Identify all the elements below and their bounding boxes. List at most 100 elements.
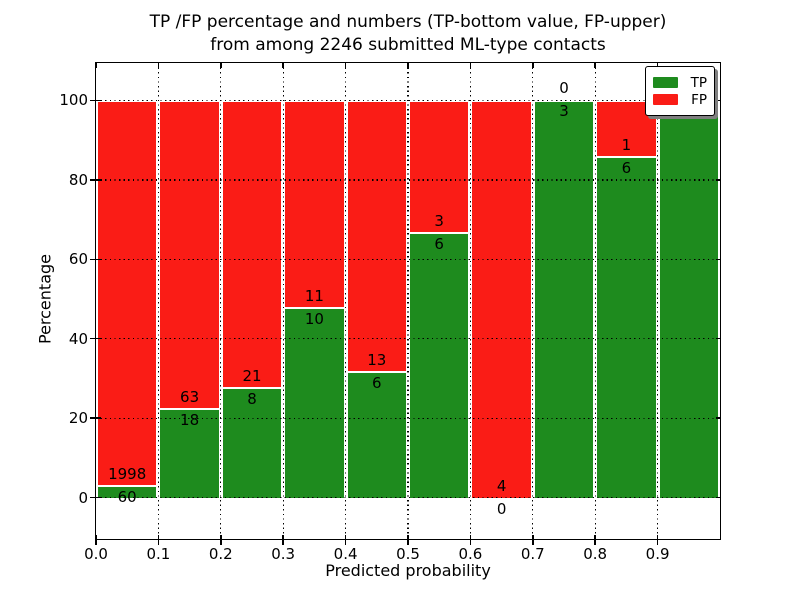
bar-0.9-1: [657, 100, 720, 498]
x-tick-mark-top: [532, 63, 534, 68]
x-tick-mark-top: [220, 63, 222, 68]
gridline-vertical: [594, 63, 596, 539]
x-tick-label: 0.2: [208, 545, 233, 563]
y-tick-mark: [90, 99, 101, 102]
bar-label-tp: 6: [434, 234, 444, 253]
bar-0.3-0.4: [283, 100, 346, 498]
gridline-vertical: [407, 63, 409, 539]
x-tick-mark-top: [656, 63, 659, 68]
bar-0.6-0.7: [470, 100, 533, 498]
gridline-vertical: [344, 63, 347, 539]
bar-segment-fp: [158, 100, 221, 410]
x-tick-mark-top: [157, 63, 160, 68]
bar-label-fp: 1: [621, 136, 632, 155]
gridline-vertical: [656, 63, 659, 539]
y-tick-mark-right: [715, 337, 720, 340]
x-tick-mark: [344, 534, 347, 545]
bar-label-fp: 63: [180, 388, 200, 407]
bar-label-tp: 6: [621, 159, 632, 178]
bar-edge: [657, 100, 720, 498]
y-tick-label: 80: [68, 170, 88, 189]
bar-label-tp: 0: [496, 499, 507, 518]
bar-segment-tp: [657, 100, 720, 498]
bar-segment-tp: [595, 157, 658, 498]
legend: TP FP: [645, 66, 715, 116]
y-tick-mark-right: [715, 417, 720, 419]
bar-segment-tp: [220, 388, 284, 498]
x-tick-label: 0.0: [84, 545, 108, 563]
y-tick-mark-right: [715, 496, 720, 499]
bar-segment-fp: [96, 100, 159, 487]
bar-segment-fp: [220, 100, 284, 389]
bar-edge: [220, 100, 284, 498]
bar-label-tp: 6: [372, 374, 382, 393]
bar-edge: [345, 100, 408, 498]
x-tick-mark: [469, 534, 472, 545]
bar-label-tp: 10: [304, 310, 324, 329]
x-tick-mark: [282, 534, 284, 545]
legend-swatch-fp: [653, 94, 678, 105]
bar-segment-tp: [283, 308, 346, 498]
bar-tp-fp-boundary: [158, 408, 221, 411]
x-tick-mark: [95, 534, 97, 545]
y-tick-mark: [90, 337, 101, 340]
x-tick-mark-top: [95, 63, 97, 68]
bar-segment-tp: [158, 409, 221, 498]
y-tick-mark: [90, 417, 101, 419]
bar-segment-tp: [408, 232, 471, 498]
bar-tp-fp-boundary: [220, 387, 284, 390]
gridline-vertical: [532, 63, 534, 539]
bar-label-fp: 13: [367, 351, 387, 370]
gridline-vertical: [157, 63, 160, 539]
bar-label-fp: 4: [496, 476, 507, 495]
x-tick-label: 0.1: [146, 545, 171, 563]
gridline-vertical: [220, 63, 222, 539]
bar-label-tp: 18: [180, 411, 200, 430]
bar-tp-fp-boundary: [595, 156, 658, 159]
bar-0.4-0.5: [345, 100, 408, 498]
bar-edge: [532, 100, 596, 498]
bar-0.5-0.6: [408, 100, 471, 498]
y-tick-label: 60: [68, 250, 88, 269]
legend-label: FP: [691, 91, 707, 108]
bar-tp-fp-boundary: [283, 307, 346, 310]
y-tick-mark-right: [715, 179, 720, 181]
x-tick-mark-top: [469, 63, 472, 68]
x-tick-label: 0.8: [583, 545, 608, 563]
bar-label-fp: 0: [559, 79, 569, 98]
y-tick-mark: [90, 258, 101, 261]
y-tick-mark: [90, 179, 101, 181]
x-tick-label: 0.3: [271, 545, 296, 563]
y-tick-mark: [90, 496, 101, 499]
x-tick-mark: [594, 534, 596, 545]
bar-0.7-0.8: [532, 100, 596, 498]
bar-label-tp: 60: [117, 488, 137, 507]
bar-label-fp: 3: [434, 211, 444, 230]
y-tick-mark-right: [715, 99, 720, 102]
y-tick-label: 40: [68, 329, 88, 348]
legend-label: TP: [690, 74, 707, 91]
x-tick-mark: [532, 534, 534, 545]
x-tick-mark: [157, 534, 160, 545]
bar-edge: [158, 100, 221, 498]
bar-0.8-0.9: [595, 100, 658, 498]
bar-segment-tp: [345, 372, 408, 498]
bar-edge: [470, 100, 533, 498]
gridline-vertical: [282, 63, 284, 539]
x-tick-label: 0.4: [333, 545, 358, 563]
x-tick-mark-top: [282, 63, 284, 68]
bar-label-fp: 11: [304, 287, 324, 306]
bar-0.2-0.3: [220, 100, 284, 498]
y-tick-label: 100: [59, 91, 88, 110]
bar-edge: [96, 100, 159, 498]
legend-item-fp: FP: [653, 92, 707, 107]
bar-segment-tp: [96, 486, 159, 498]
y-tick-label: 20: [68, 409, 88, 428]
bar-segment-fp: [470, 100, 533, 498]
y-tick-mark-right: [715, 258, 720, 261]
bar-segment-tp: [532, 100, 596, 498]
x-tick-mark-top: [344, 63, 347, 68]
bar-label-tp: 8: [247, 390, 257, 409]
legend-item-tp: TP: [653, 75, 707, 90]
